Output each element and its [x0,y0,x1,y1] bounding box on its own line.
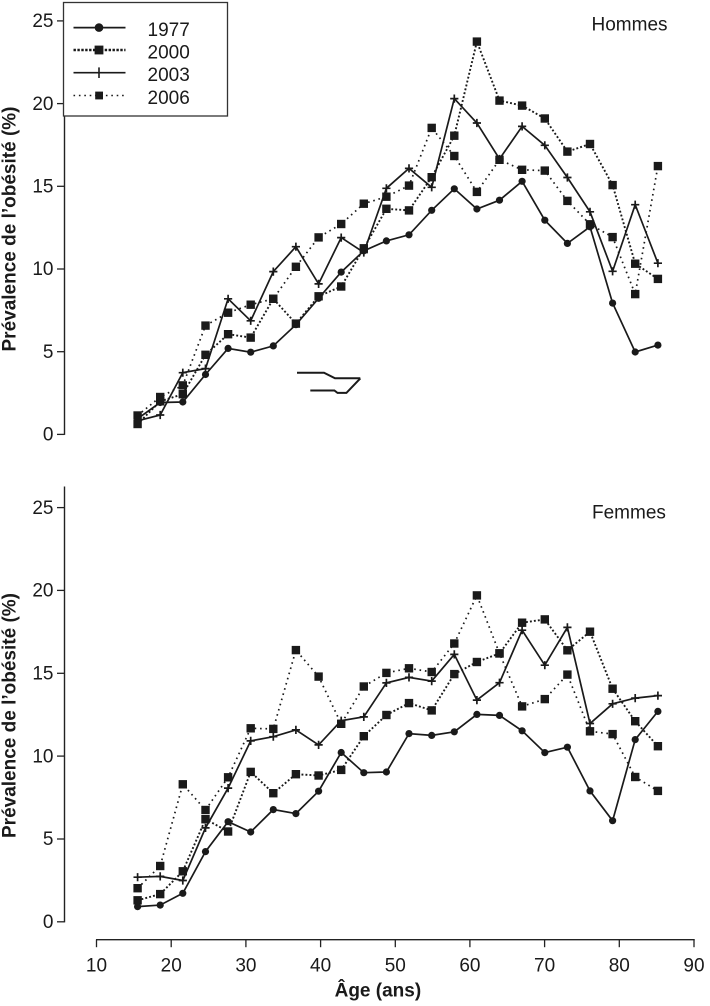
svg-text:Âge (ans): Âge (ans) [335,980,422,1002]
svg-text:25: 25 [32,11,53,32]
svg-text:Prévalence de l’obésité (%): Prévalence de l’obésité (%) [0,593,21,838]
svg-text:50: 50 [385,956,406,977]
svg-text:15: 15 [32,664,53,685]
svg-text:5: 5 [43,829,54,850]
svg-text:80: 80 [609,956,630,977]
svg-text:2006: 2006 [148,88,190,109]
svg-text:Hommes: Hommes [592,15,668,36]
svg-text:90: 90 [683,956,704,977]
svg-text:10: 10 [32,746,53,767]
svg-text:5: 5 [43,342,54,363]
svg-text:60: 60 [459,956,480,977]
svg-text:1977: 1977 [148,20,190,41]
svg-text:Femmes: Femmes [592,502,666,523]
svg-text:15: 15 [32,177,53,198]
svg-text:10: 10 [86,956,107,977]
svg-text:40: 40 [310,956,331,977]
svg-text:0: 0 [43,425,54,446]
svg-text:0: 0 [43,912,54,933]
svg-text:Prévalence de l’obésité (%): Prévalence de l’obésité (%) [0,107,21,352]
svg-text:2000: 2000 [148,42,190,63]
svg-text:30: 30 [235,956,256,977]
svg-text:20: 20 [32,581,53,602]
svg-text:25: 25 [32,498,53,519]
svg-text:10: 10 [32,259,53,280]
svg-text:70: 70 [534,956,555,977]
svg-text:2003: 2003 [148,65,190,86]
svg-text:20: 20 [32,94,53,115]
svg-text:20: 20 [161,956,182,977]
